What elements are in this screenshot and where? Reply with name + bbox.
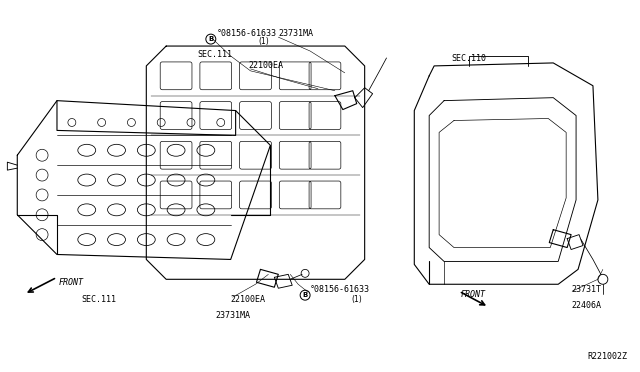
Text: 22406A: 22406A	[571, 301, 601, 310]
Text: 23731T: 23731T	[571, 285, 601, 294]
Text: 23731MA: 23731MA	[278, 29, 314, 38]
Text: B: B	[208, 36, 214, 42]
Text: B: B	[303, 292, 308, 298]
Text: FRONT: FRONT	[59, 278, 84, 287]
Text: FRONT: FRONT	[461, 290, 486, 299]
Text: 23731MA: 23731MA	[216, 311, 251, 320]
Text: SEC.111: SEC.111	[197, 51, 232, 60]
Text: R221002Z: R221002Z	[588, 352, 628, 361]
Text: 22100EA: 22100EA	[230, 295, 266, 304]
Text: °08156-61633: °08156-61633	[310, 285, 370, 294]
Text: °08156-61633: °08156-61633	[217, 29, 276, 38]
Text: (1): (1)	[352, 295, 362, 304]
Text: 22100EA: 22100EA	[248, 61, 284, 70]
Text: (1): (1)	[259, 36, 269, 46]
Text: SEC.110: SEC.110	[451, 54, 486, 64]
Text: SEC.111: SEC.111	[82, 295, 116, 304]
